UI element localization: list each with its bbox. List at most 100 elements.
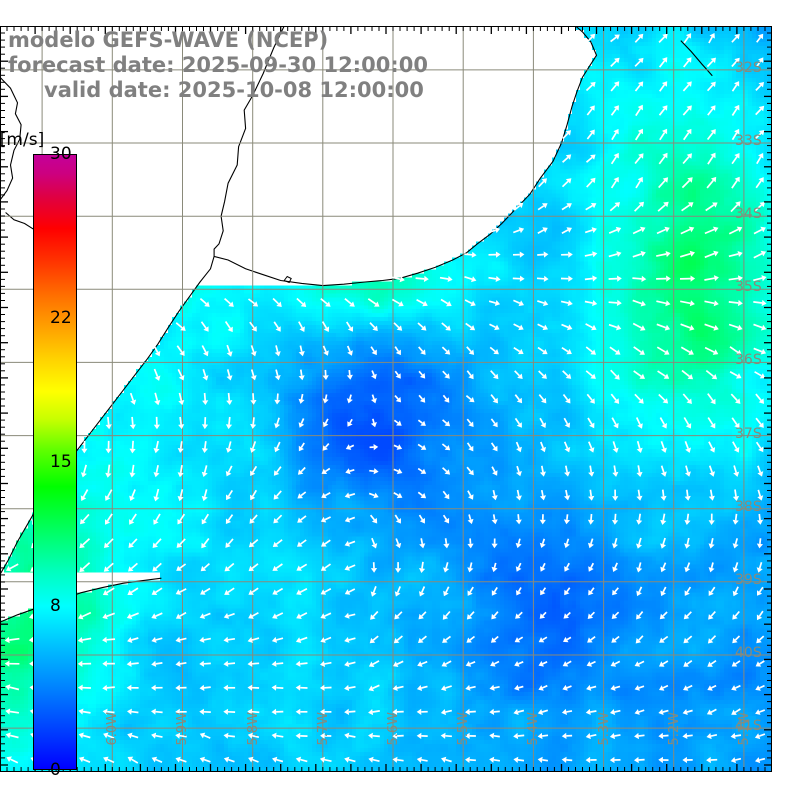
- wind-arrow: [369, 322, 378, 331]
- wind-arrow: [175, 611, 187, 619]
- wind-arrow: [347, 418, 353, 427]
- wind-arrow: [707, 684, 717, 691]
- wind-arrow: [153, 440, 160, 454]
- wind-arrow: [298, 393, 305, 404]
- wind-arrow: [490, 660, 500, 667]
- wind-arrow: [656, 251, 671, 258]
- wind-arrow: [175, 756, 187, 763]
- wind-arrow: [707, 417, 716, 429]
- wind-arrow: [609, 756, 621, 764]
- wind-arrow: [129, 513, 137, 525]
- wind-arrow: [634, 153, 644, 165]
- wind-arrow: [514, 370, 523, 379]
- wind-arrow: [491, 490, 498, 501]
- wind-arrow: [368, 732, 380, 739]
- wind-arrow: [393, 635, 403, 644]
- wind-arrow: [226, 344, 233, 357]
- wind-arrow: [153, 488, 160, 502]
- wind-arrow: [755, 393, 764, 404]
- wind-arrow: [562, 370, 572, 379]
- wind-arrow: [368, 684, 380, 692]
- wind-arrow: [298, 321, 305, 332]
- wind-arrow: [610, 105, 619, 116]
- wind-arrow: [418, 611, 427, 620]
- longitude-label: 5.5W: [456, 712, 472, 746]
- wind-arrow: [5, 684, 20, 691]
- wind-arrow: [443, 538, 450, 549]
- latitude-label: 39S: [735, 571, 762, 588]
- wind-arrow: [754, 202, 765, 212]
- wind-arrow: [201, 345, 209, 357]
- wind-arrow: [466, 635, 476, 643]
- wind-arrow: [731, 176, 740, 189]
- wind-arrow: [394, 395, 402, 403]
- wind-arrow: [442, 490, 450, 500]
- wind-arrow: [467, 538, 474, 549]
- wind-arrow: [755, 82, 764, 91]
- wind-arrow: [706, 733, 718, 740]
- wind-arrow: [683, 635, 693, 644]
- wind-arrow: [680, 300, 695, 307]
- wind-arrow: [272, 297, 282, 307]
- wind-arrow: [272, 539, 283, 547]
- wind-arrow: [561, 203, 572, 211]
- longitude-label: 5.9W: [175, 712, 191, 746]
- wind-arrow: [466, 346, 475, 355]
- wind-arrow: [322, 418, 329, 428]
- wind-arrow: [129, 440, 136, 454]
- wind-arrow: [465, 322, 476, 331]
- wind-arrow: [177, 441, 184, 453]
- wind-arrow: [175, 732, 187, 739]
- wind-arrow: [731, 153, 740, 165]
- wind-arrow: [491, 514, 498, 525]
- wind-arrow: [464, 251, 477, 258]
- wind-arrow: [247, 637, 260, 643]
- wind-arrow: [273, 321, 281, 332]
- wind-arrow: [512, 251, 525, 258]
- wind-arrow: [682, 105, 692, 116]
- wind-arrow: [704, 226, 719, 235]
- wind-arrow: [586, 33, 596, 43]
- wind-arrow: [586, 393, 595, 404]
- wind-arrow: [562, 393, 571, 404]
- wind-arrow: [126, 660, 139, 667]
- wind-arrow: [514, 636, 524, 643]
- wind-arrow: [632, 299, 646, 307]
- wind-arrow: [223, 612, 235, 619]
- wind-arrow: [224, 562, 235, 572]
- wind-arrow: [660, 465, 667, 477]
- wind-arrow: [755, 105, 765, 116]
- wind-arrow: [708, 465, 715, 477]
- wind-arrow: [490, 394, 498, 404]
- wind-arrow: [322, 394, 329, 404]
- wind-arrow: [732, 562, 739, 573]
- wind-arrow: [298, 442, 305, 452]
- wind-arrow: [442, 370, 450, 379]
- wind-arrow: [442, 610, 451, 620]
- wind-arrow: [731, 660, 741, 667]
- wind-arrow: [656, 346, 670, 355]
- wind-arrow: [392, 732, 404, 740]
- wind-arrow: [201, 513, 210, 525]
- wind-arrow: [610, 57, 620, 68]
- wind-arrow: [683, 611, 692, 620]
- map-plot-area[interactable]: [0, 26, 772, 772]
- wind-arrow: [586, 129, 595, 140]
- bottom-tick-rail: [0, 763, 772, 772]
- wind-arrow: [706, 176, 717, 189]
- wind-arrow: [416, 708, 428, 715]
- wind-arrow: [490, 370, 499, 380]
- wind-arrow: [732, 489, 740, 501]
- wind-arrow: [584, 251, 598, 258]
- wind-arrow: [585, 733, 597, 740]
- wind-arrow: [612, 537, 618, 549]
- wind-arrow: [560, 300, 573, 307]
- wind-arrow: [199, 297, 210, 307]
- wind-arrow: [273, 514, 283, 524]
- wind-arrow: [199, 660, 211, 667]
- wind-arrow: [513, 227, 525, 234]
- wind-arrow: [540, 562, 546, 572]
- wind-arrow: [344, 708, 356, 715]
- colorbar-unit-label: [m/s]: [0, 130, 45, 150]
- wind-arrow: [344, 612, 356, 619]
